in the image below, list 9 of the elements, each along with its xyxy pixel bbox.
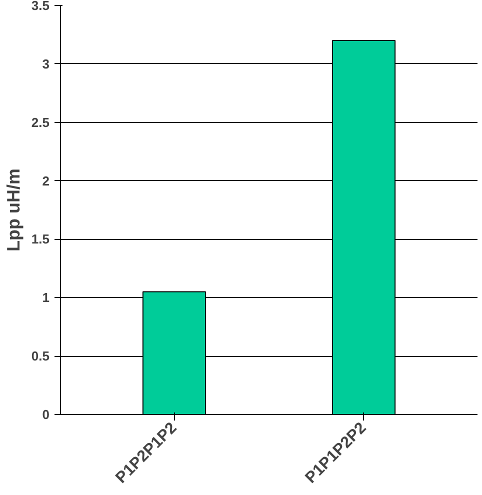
y-tick-label: 2 [42, 173, 50, 188]
y-tick-label: 2.5 [31, 114, 50, 130]
y-tick-label: 0.5 [31, 348, 50, 364]
y-tick-label: 3.5 [31, 0, 50, 13]
y-tick-label: 3 [42, 56, 50, 72]
y-axis-title: Lpp uH/m [3, 168, 24, 252]
y-tick-label: 0 [42, 407, 50, 422]
y-tick-label: 1 [42, 290, 50, 306]
y-tick-label: 1.5 [31, 232, 50, 247]
